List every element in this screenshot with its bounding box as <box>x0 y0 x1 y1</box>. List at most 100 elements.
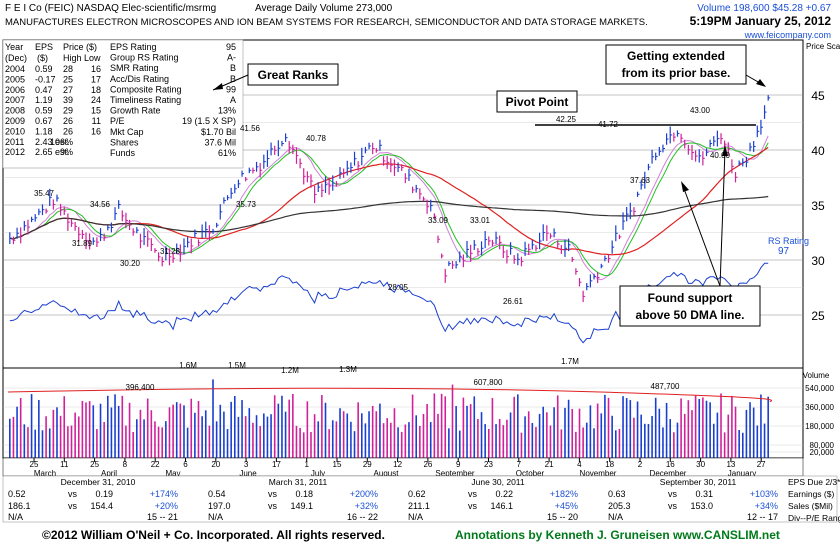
earnings-vs: vs <box>68 489 78 499</box>
annotations-credit: Annotations by Kenneth J. Gruneisen www.… <box>455 528 780 542</box>
price-tick-label: 35 <box>811 199 825 213</box>
price-label: 35.47 <box>34 189 55 198</box>
x-tick-label: 13 <box>726 460 735 469</box>
earnings-sales-prior: 146.1 <box>490 501 513 511</box>
x-axis: 25 11 25 8 22 6 20 3 17 1 15 29 12 26 9 23 7 21 4 18 2 16 30 13… <box>2 457 804 478</box>
earnings-section: December 31, 2010 0.52 vs 0.19 +174% 186.1 vs 1… <box>2 475 840 523</box>
price-label: 42.25 <box>556 115 577 124</box>
col-eps: EPS <box>35 42 53 52</box>
volume-average-line <box>7 387 773 403</box>
rating-value: A- <box>227 53 236 63</box>
x-tick-label: 23 <box>484 460 493 469</box>
fund-low: 16 <box>91 126 101 136</box>
fund-eps: 1.18 <box>35 126 53 136</box>
x-tick-label: 16 <box>666 460 675 469</box>
average-volume: Average Daily Volume 273,000 <box>255 3 393 14</box>
earnings-eps: 0.52 <box>8 489 26 499</box>
price-label: 28.05 <box>388 283 409 292</box>
rating-value: 19 (1.5 X SP) <box>182 116 236 126</box>
earnings-eps: 0.62 <box>408 489 426 499</box>
rs-rating-value: 97 <box>778 246 790 257</box>
fund-high: 29 <box>63 106 73 116</box>
fund-high: 26 <box>63 116 73 126</box>
x-tick-label: 25 <box>30 460 39 469</box>
svg-text:Getting extended: Getting extended <box>627 49 725 63</box>
earnings-eps-pct: +182% <box>550 489 578 499</box>
col-year: Year <box>5 42 23 52</box>
earnings-eps-prior: 0.31 <box>695 489 713 499</box>
rating-label: Growth Rate <box>110 106 161 116</box>
fund-low: 17 <box>91 74 101 84</box>
earnings-sales-pct: +34% <box>755 501 778 511</box>
fund-high: 25 <box>63 74 73 84</box>
x-tick-label: 29 <box>363 460 372 469</box>
price-label: 33.09 <box>428 216 449 225</box>
volume-label: 607,800 <box>474 378 503 387</box>
earnings-sales: 186.1 <box>8 501 31 511</box>
x-tick-label: 22 <box>151 460 160 469</box>
fund-high: 26 <box>63 126 73 136</box>
rating-value: B <box>230 63 236 73</box>
volume-tick-label: 20,000 <box>810 448 835 457</box>
x-tick-label: 27 <box>757 460 766 469</box>
price-label: 26.61 <box>503 297 524 306</box>
earnings-sales-pct: +45% <box>555 501 578 511</box>
col-price: Price ($) <box>63 42 97 52</box>
x-tick-label: 6 <box>183 460 188 469</box>
price-label: 31.28 <box>160 247 181 256</box>
price-label: 41.56 <box>240 124 261 133</box>
rating-label: Composite Rating <box>110 84 182 94</box>
earnings-pe: 16 -- 22 <box>347 512 378 522</box>
price-tick-label: 45 <box>811 89 825 103</box>
price-tick-label: 40 <box>811 144 825 158</box>
fund-eps: 0.67 <box>35 116 53 126</box>
month-label: October <box>516 469 545 478</box>
rating-value: 99 <box>226 84 236 94</box>
annotation-extended: Getting extended from its prior base. <box>605 44 766 87</box>
earnings-period: March 31, 2011 <box>269 477 328 487</box>
earnings-eps-prior: 0.19 <box>95 489 113 499</box>
fund-low: 18 <box>91 85 101 95</box>
month-label: September <box>435 469 474 478</box>
volume-tick-label: 180,000 <box>805 422 834 431</box>
company-website[interactable]: www.feicompany.com <box>744 30 831 40</box>
rating-value: 13% <box>218 106 236 116</box>
rating-label: SMR Rating <box>110 63 159 73</box>
volume-tick-label: 80,000 <box>810 441 835 450</box>
earnings-eps-pct: +174% <box>150 489 178 499</box>
x-tick-label: 4 <box>577 460 582 469</box>
stock-title: F E I Co (FEIC) NASDAQ Elec-scientific/m… <box>5 3 216 14</box>
fund-high: 28 <box>63 64 73 74</box>
price-label: 41.72 <box>598 120 619 129</box>
rating-value: 61% <box>218 148 236 158</box>
earnings-eps: 0.63 <box>608 489 626 499</box>
earnings-period: December 31, 2010 <box>61 477 136 487</box>
price-label: 35.73 <box>236 200 257 209</box>
x-tick-label: 9 <box>456 460 461 469</box>
price-labels: 35.47 31.89 34.56 30.20 31.28 41.56 35.73 40.78… <box>34 106 731 306</box>
fund-eps: 2.43 est. <box>35 137 70 147</box>
earnings-eps-prior: 0.18 <box>295 489 313 499</box>
fund-year: 2007 <box>5 95 25 105</box>
month-label: June <box>239 469 257 478</box>
volume-bars <box>7 379 773 458</box>
rating-value: 95 <box>226 42 236 52</box>
svg-text:Great Ranks: Great Ranks <box>258 68 329 82</box>
month-label: December <box>650 469 687 478</box>
x-tick-label: 2 <box>638 460 643 469</box>
x-tick-label: 15 <box>333 460 342 469</box>
annotation-great-ranks: Great Ranks <box>212 63 339 91</box>
month-label: May <box>165 469 180 478</box>
rating-value: 37.6 Mil <box>204 137 236 147</box>
fundamentals-table: Year EPS Price ($) (Dec) ($) High Low 20… <box>2 39 244 169</box>
volume-label: 396,400 <box>126 383 155 392</box>
earnings-pe: 15 -- 20 <box>547 512 578 522</box>
price-ticks: 25 30 35 40 45 <box>811 89 825 323</box>
earnings-pe: 15 -- 21 <box>147 512 178 522</box>
volume-label: 1.7M <box>561 357 579 366</box>
price-label: 34.56 <box>90 200 111 209</box>
earnings-side-label: Earnings ($) <box>788 489 834 499</box>
ma-200-day-line <box>9 195 769 240</box>
rs-rating-label: RS Rating 97 <box>768 236 809 257</box>
